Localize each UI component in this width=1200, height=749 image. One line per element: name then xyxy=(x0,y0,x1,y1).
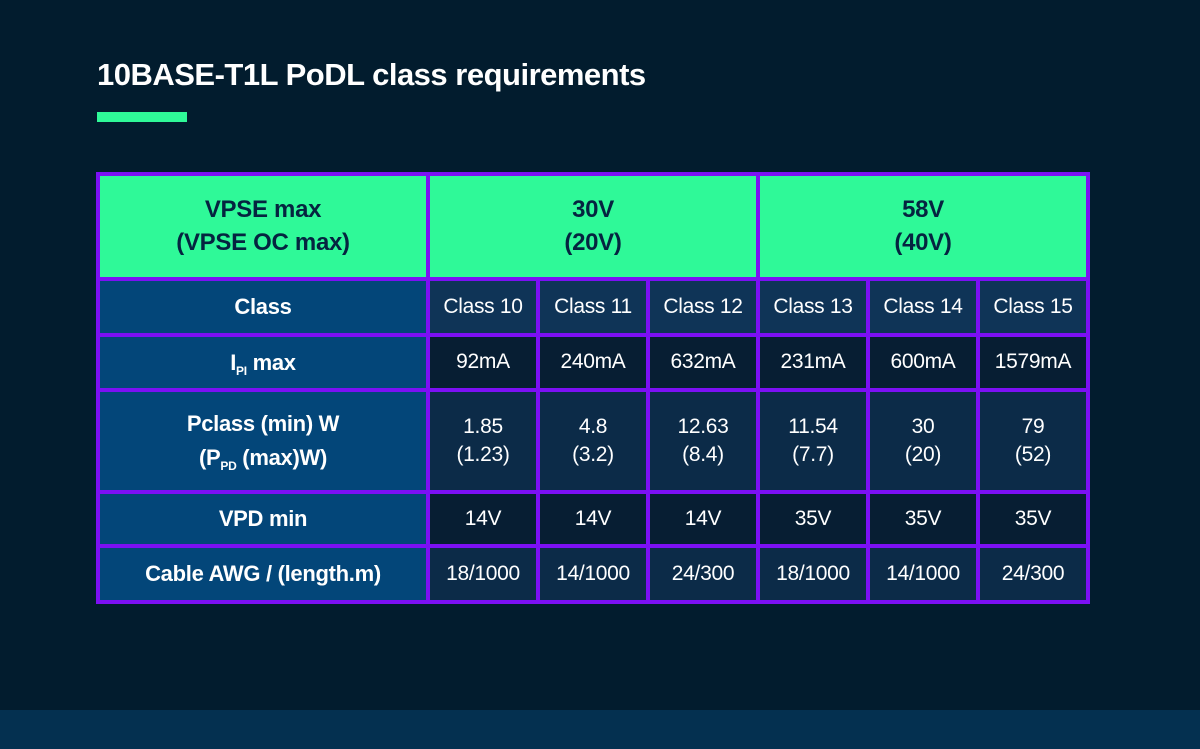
pclass-label-line1: Pclass (min) W xyxy=(186,410,340,436)
header-vpse-line1: VPSE max xyxy=(204,196,322,224)
table-cell-vpd-class13: 35V xyxy=(756,490,870,548)
table-cell-pclass-class15: 79 (52) xyxy=(976,388,1090,494)
table-header-row: VPSE max (VPSE OC max) 30V (20V) 58V (40… xyxy=(96,172,1090,281)
ppd-max-value: (20) xyxy=(904,443,942,466)
table-cell-ipi-class14: 600mA xyxy=(866,333,980,392)
table-cell-cable-class14: 14/1000 xyxy=(866,544,980,604)
table-cell-pclass-class14: 30 (20) xyxy=(866,388,980,494)
table-cell-vpd-class15: 35V xyxy=(976,490,1090,548)
ipi-label-base: I xyxy=(230,349,237,375)
table-cell-class-13: Class 13 xyxy=(756,277,870,337)
table-cell-class-15: Class 15 xyxy=(976,277,1090,337)
ppd-max-value: (1.23) xyxy=(456,443,510,466)
ppd-max-value: (7.7) xyxy=(792,443,834,466)
table-cell-vpd-class14: 35V xyxy=(866,490,980,548)
pclass-min-value: 30 xyxy=(911,414,935,438)
header-58v-line1: 58V xyxy=(902,196,944,224)
table-cell-vpd-class12: 14V xyxy=(646,490,760,548)
header-vpse-max-cell: VPSE max (VPSE OC max) xyxy=(96,172,430,281)
table-cell-class-11: Class 11 xyxy=(536,277,650,337)
podl-class-requirements-table: VPSE max (VPSE OC max) 30V (20V) 58V (40… xyxy=(96,172,1090,604)
title-accent-bar xyxy=(97,112,187,122)
table-cell-ipi-class10: 92mA xyxy=(426,333,540,392)
table-cell-cable-class12: 24/300 xyxy=(646,544,760,604)
table-row-vpd-min: VPD min 14V 14V 14V 35V 35V 35V xyxy=(96,490,1090,548)
table-cell-class-10: Class 10 xyxy=(426,277,540,337)
row-label-ipi-max: IPI max xyxy=(96,333,430,392)
table-cell-cable-class13: 18/1000 xyxy=(756,544,870,604)
table-row-ipi-max: IPI max 92mA 240mA 632mA 231mA 600mA 157… xyxy=(96,333,1090,392)
table-cell-pclass-class10: 1.85 (1.23) xyxy=(426,388,540,494)
ppd-max-value: (3.2) xyxy=(572,443,614,466)
table-cell-class-14: Class 14 xyxy=(866,277,980,337)
ipi-label-suffix: max xyxy=(246,349,296,375)
table-row-pclass: Pclass (min) W (PPD (max)W) 1.85 (1.23) … xyxy=(96,388,1090,494)
table-cell-cable-class11: 14/1000 xyxy=(536,544,650,604)
pclass-label2-subscript: PD xyxy=(220,459,237,473)
header-30v-line2: (20V) xyxy=(564,228,622,256)
table-cell-pclass-class11: 4.8 (3.2) xyxy=(536,388,650,494)
table-cell-vpd-class10: 14V xyxy=(426,490,540,548)
pclass-label-line2: (PPD (max)W) xyxy=(100,441,426,475)
pclass-min-value: 79 xyxy=(1021,414,1045,438)
pclass-min-value: 4.8 xyxy=(578,414,608,438)
pclass-label2-suffix: (max)W) xyxy=(236,445,327,470)
header-58v-group-cell: 58V (40V) xyxy=(756,172,1090,281)
table-cell-pclass-class12: 12.63 (8.4) xyxy=(646,388,760,494)
ppd-max-value: (52) xyxy=(1014,443,1052,466)
pclass-label2-base: (P xyxy=(199,445,221,470)
row-label-vpd-min: VPD min xyxy=(96,490,430,548)
ppd-max-value: (8.4) xyxy=(682,443,724,466)
table-cell-cable-class10: 18/1000 xyxy=(426,544,540,604)
row-label-cable-awg: Cable AWG / (length.m) xyxy=(96,544,430,604)
ipi-label-subscript: PI xyxy=(236,363,247,378)
row-label-class: Class xyxy=(96,277,430,337)
header-30v-line1: 30V xyxy=(572,196,614,224)
header-30v-group-cell: 30V (20V) xyxy=(426,172,760,281)
pclass-min-value: 12.63 xyxy=(677,414,729,438)
page-title: 10BASE-T1L PoDL class requirements xyxy=(97,57,646,92)
table-cell-vpd-class11: 14V xyxy=(536,490,650,548)
table-cell-ipi-class11: 240mA xyxy=(536,333,650,392)
table-cell-ipi-class12: 632mA xyxy=(646,333,760,392)
header-58v-line2: (40V) xyxy=(894,228,952,256)
pclass-min-value: 1.85 xyxy=(463,414,503,438)
row-label-pclass: Pclass (min) W (PPD (max)W) xyxy=(96,388,430,494)
table-cell-pclass-class13: 11.54 (7.7) xyxy=(756,388,870,494)
table-row-class: Class Class 10 Class 11 Class 12 Class 1… xyxy=(96,277,1090,337)
header-vpse-line2: (VPSE OC max) xyxy=(176,228,350,256)
table-cell-class-12: Class 12 xyxy=(646,277,760,337)
pclass-min-value: 11.54 xyxy=(788,414,838,438)
table-cell-cable-class15: 24/300 xyxy=(976,544,1090,604)
table-cell-ipi-class13: 231mA xyxy=(756,333,870,392)
table-cell-ipi-class15: 1579mA xyxy=(976,333,1090,392)
table-row-cable-awg: Cable AWG / (length.m) 18/1000 14/1000 2… xyxy=(96,544,1090,604)
footer-strip xyxy=(0,710,1200,749)
